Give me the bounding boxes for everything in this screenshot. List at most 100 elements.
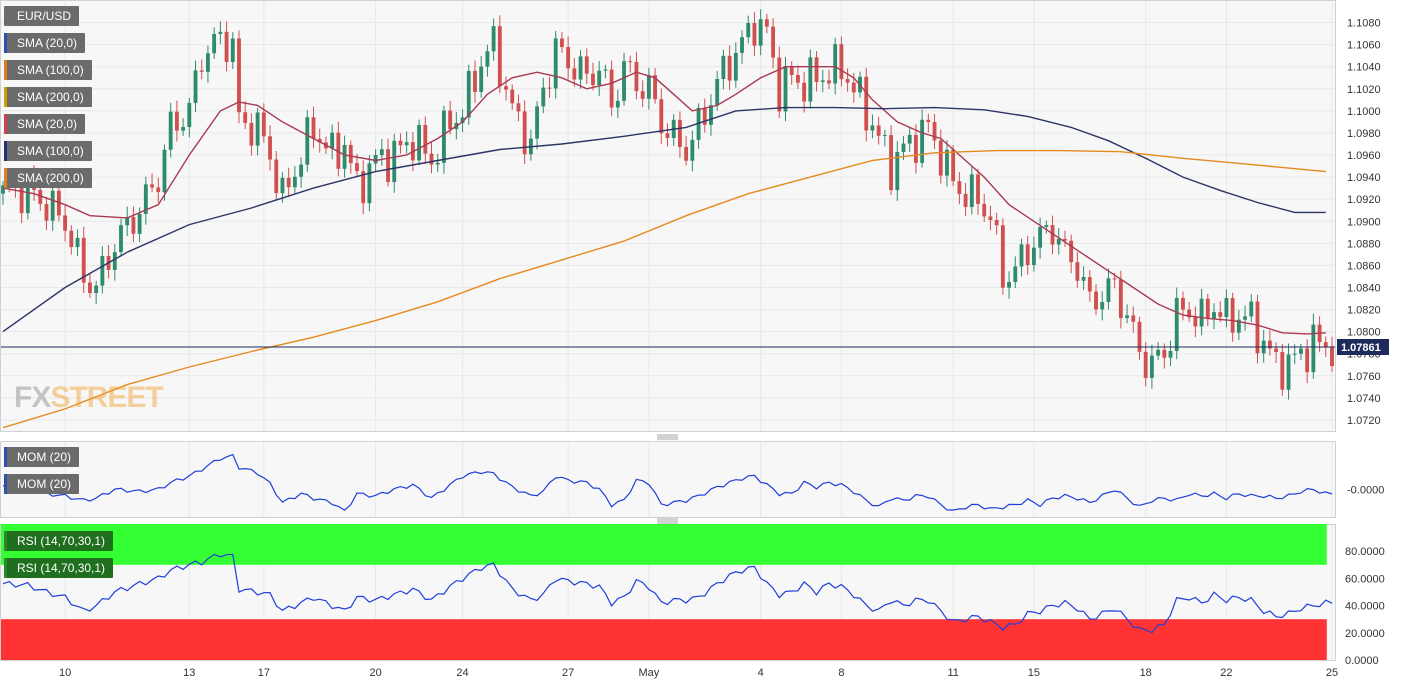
rsi-axis-tick-label: 0.0000 [1345, 655, 1379, 667]
price-axis-tick-label: 1.0800 [1347, 327, 1381, 339]
candle-body [1069, 240, 1074, 263]
candle-body [851, 82, 856, 93]
candle-body [417, 125, 422, 161]
rsi-legend-item[interactable]: RSI (14,70,30,1) [4, 531, 114, 551]
candle-body [150, 184, 154, 188]
candle-body [1081, 276, 1086, 281]
candle-body [181, 127, 186, 131]
time-axis-tick-label: 15 [1028, 667, 1040, 679]
candle-body [926, 119, 931, 122]
legend-label: SMA (20,0) [17, 36, 78, 50]
candle-body [1156, 349, 1161, 356]
candle-body [63, 215, 68, 231]
candle-body [721, 55, 726, 80]
candle-body [305, 117, 310, 165]
legend-color-swatch [4, 141, 7, 161]
candle-body [1087, 276, 1092, 292]
candle-body [553, 38, 558, 89]
price-legend-item[interactable]: SMA (200,0) [4, 87, 92, 107]
candle-body [1019, 244, 1024, 267]
candle-body [920, 119, 925, 163]
candle-body [75, 237, 80, 248]
rsi-legend-item[interactable]: RSI (14,70,30,1) [4, 558, 114, 578]
legend-color-swatch [4, 474, 7, 494]
candle-body [963, 193, 968, 207]
candle-body [907, 134, 912, 144]
candle-body [212, 33, 217, 54]
candle-body [578, 56, 583, 80]
candle-body [814, 57, 819, 83]
candle-body [1292, 353, 1297, 355]
candle-body [1174, 297, 1179, 352]
price-axis-tick-label: 1.0860 [1347, 260, 1381, 272]
candle-body [1286, 354, 1291, 390]
momentum-legend-item[interactable]: MOM (20) [4, 447, 79, 467]
candle-body [429, 153, 434, 165]
momentum-legend-item[interactable]: MOM (20) [4, 474, 79, 494]
candle-body [1075, 262, 1080, 281]
candle-body [199, 70, 204, 72]
candle-body [1236, 319, 1241, 333]
candle-body [1193, 317, 1198, 327]
price-legend-item[interactable]: SMA (200,0) [4, 168, 92, 188]
candle-body [709, 105, 713, 125]
candle-body [268, 136, 272, 160]
price-axis-tick-label: 1.0920 [1347, 194, 1381, 206]
candle-body [1267, 340, 1272, 349]
candle-body [473, 70, 477, 92]
candle-body [1224, 298, 1229, 317]
candle-body [839, 44, 844, 80]
candle-body [746, 23, 751, 38]
time-axis-tick-label: 18 [1140, 667, 1152, 679]
price-axis-tick-label: 1.0820 [1347, 305, 1381, 317]
candle-body [1280, 352, 1285, 390]
price-axis-tick-label: 1.1000 [1347, 106, 1381, 118]
candle-body [882, 135, 887, 137]
candle-body [1044, 225, 1049, 227]
candle-body [634, 61, 639, 92]
candle-body [684, 146, 689, 161]
price-axis-tick-label: 1.0740 [1347, 393, 1381, 405]
candle-body [1181, 297, 1185, 310]
candle-body [330, 132, 335, 149]
candle-body [802, 82, 807, 102]
legend-color-swatch [4, 558, 7, 578]
last-price-marker [1337, 338, 1389, 355]
candle-body [1131, 315, 1136, 322]
candle-body [895, 151, 900, 191]
candle-body [1230, 298, 1235, 333]
price-axis-tick-label: 1.0900 [1347, 216, 1381, 228]
price-panel [0, 0, 1336, 432]
candle-body [38, 189, 43, 204]
candle-body [460, 117, 465, 123]
candle-body [653, 75, 658, 100]
candle-body [982, 203, 987, 217]
candle-body [572, 68, 577, 80]
candle-body [1038, 226, 1043, 248]
candle-body [224, 31, 229, 63]
price-legend-item[interactable]: SMA (100,0) [4, 141, 92, 161]
legend-label: SMA (100,0) [17, 63, 84, 77]
time-axis-tick-label: 13 [183, 667, 195, 679]
candle-body [88, 282, 92, 293]
watermark-logo: FXSTREET [14, 381, 164, 414]
candle-body [876, 125, 881, 136]
candle-body [1143, 351, 1148, 378]
candle-body [938, 140, 943, 176]
candle-body [1168, 351, 1173, 358]
candle-body [1000, 225, 1005, 288]
price-legend-item[interactable]: SMA (100,0) [4, 60, 92, 80]
legend-label: RSI (14,70,30,1) [17, 561, 106, 575]
candle-body [628, 61, 633, 63]
candle-body [783, 66, 788, 112]
candle-body [764, 19, 769, 27]
candle-body [44, 203, 49, 221]
price-legend-item[interactable]: SMA (20,0) [4, 33, 86, 53]
candle-body [1199, 298, 1204, 327]
price-legend-item[interactable]: SMA (20,0) [4, 114, 86, 134]
candle-body [1162, 349, 1167, 358]
candle-body [976, 174, 980, 204]
candle-body [1218, 312, 1223, 317]
candle-body [348, 144, 353, 164]
price-legend-item[interactable]: EUR/USD [4, 6, 80, 26]
